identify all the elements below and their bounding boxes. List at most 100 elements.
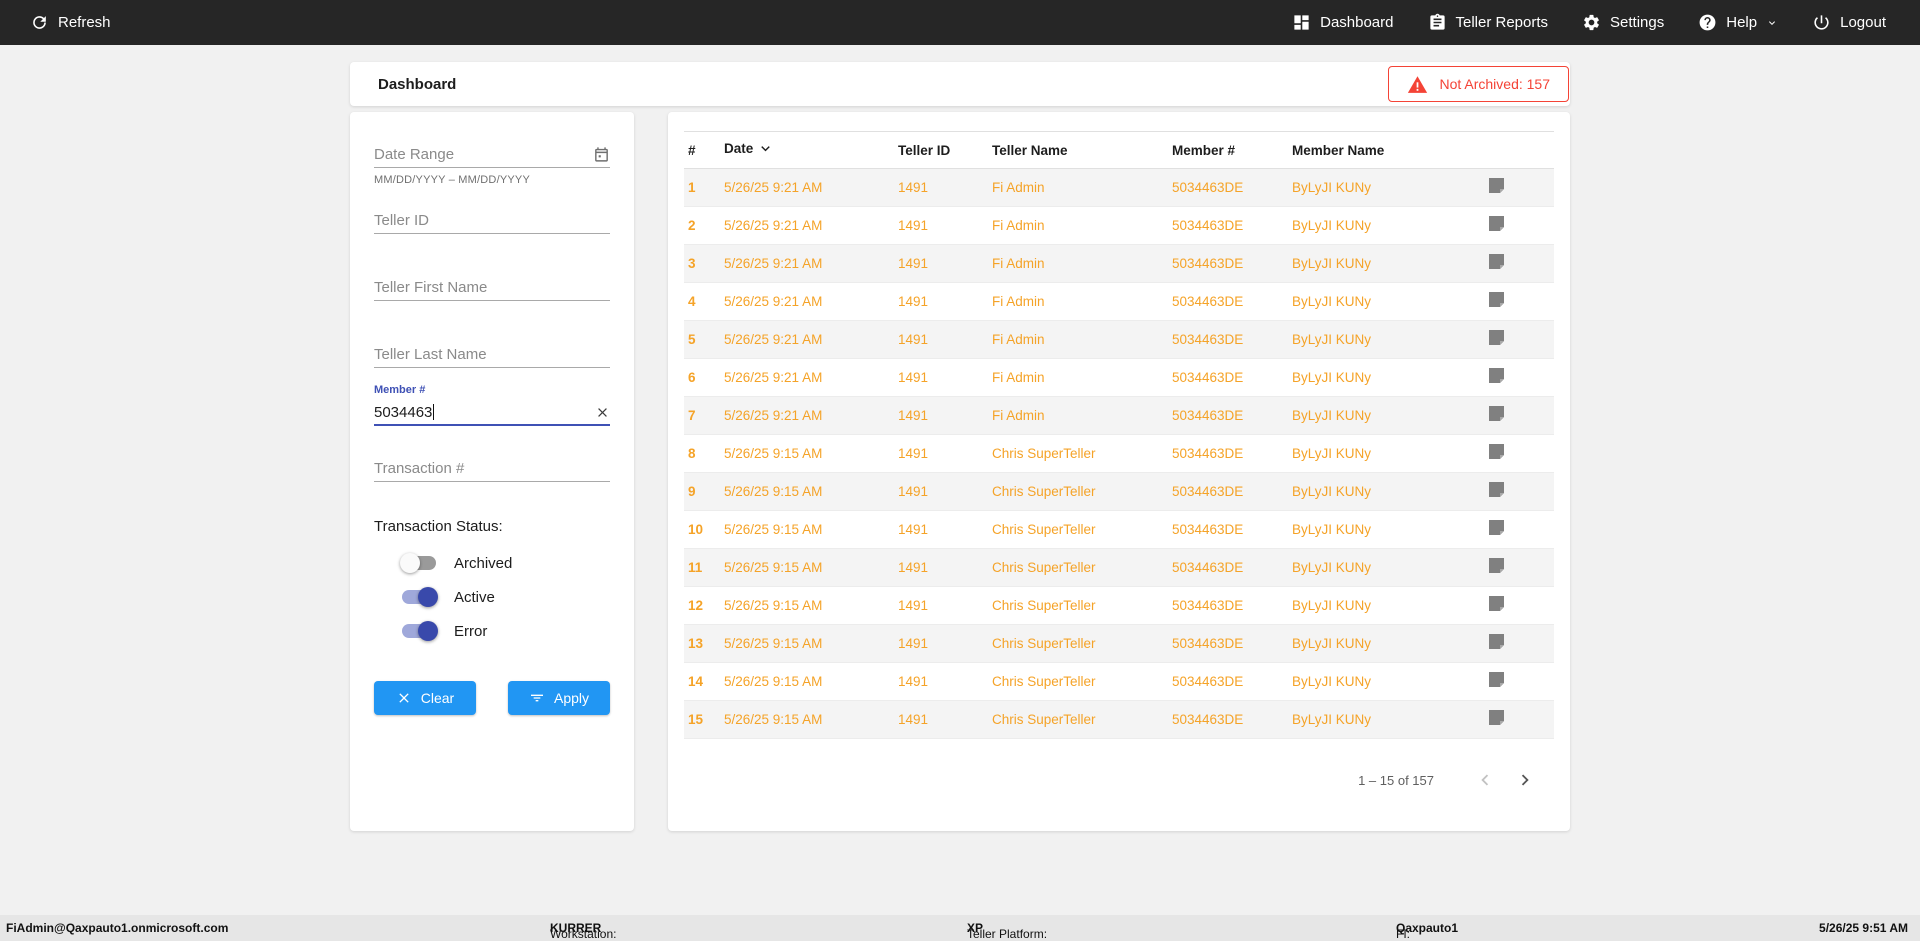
cell-note[interactable] [1484,396,1554,435]
clear-field-icon[interactable] [595,405,610,420]
table-row[interactable]: 14 5/26/25 9:15 AM 1491 Chris SuperTelle… [684,662,1554,701]
cell-note[interactable] [1484,434,1554,473]
cell-date: 5/26/25 9:15 AM [720,434,894,473]
cell-note[interactable] [1484,206,1554,245]
table-row[interactable]: 15 5/26/25 9:15 AM 1491 Chris SuperTelle… [684,700,1554,739]
nav-item-label: Dashboard [1320,14,1394,31]
refresh-button[interactable]: Refresh [30,13,111,32]
table-row[interactable]: 4 5/26/25 9:21 AM 1491 Fi Admin 5034463D… [684,282,1554,321]
note-icon [1489,405,1504,421]
table-row[interactable]: 3 5/26/25 9:21 AM 1491 Fi Admin 5034463D… [684,244,1554,283]
archived-switch[interactable] [400,553,436,573]
cell-date: 5/26/25 9:15 AM [720,510,894,549]
table-row[interactable]: 5 5/26/25 9:21 AM 1491 Fi Admin 5034463D… [684,320,1554,359]
cell-member-name: ByLyJI KUNy [1288,358,1484,397]
cell-num: 14 [684,662,720,701]
cell-teller-id: 1491 [894,320,988,359]
cell-date: 5/26/25 9:21 AM [720,206,894,245]
toggle-error[interactable]: Error [402,621,610,641]
col-header-member-name[interactable]: Member Name [1288,131,1484,169]
col-header-teller-id[interactable]: Teller ID [894,131,988,169]
nav-item-teller-reports[interactable]: Teller Reports [1428,13,1548,32]
table-row[interactable]: 6 5/26/25 9:21 AM 1491 Fi Admin 5034463D… [684,358,1554,397]
table-row[interactable]: 9 5/26/25 9:15 AM 1491 Chris SuperTeller… [684,472,1554,511]
cell-note[interactable] [1484,700,1554,739]
active-switch[interactable] [402,587,438,607]
cell-note[interactable] [1484,510,1554,549]
table-row[interactable]: 11 5/26/25 9:15 AM 1491 Chris SuperTelle… [684,548,1554,587]
clear-x-icon [396,690,412,706]
cell-note[interactable] [1484,168,1554,207]
cell-teller-id: 1491 [894,510,988,549]
toggle-active[interactable]: Active [402,587,610,607]
cell-note[interactable] [1484,282,1554,321]
cell-note[interactable] [1484,586,1554,625]
date-range-field[interactable]: Date Range MM/DD/YYYY – MM/DD/YYYY [374,142,610,186]
nav-item-logout[interactable]: Logout [1812,13,1886,32]
nav-item-settings[interactable]: Settings [1582,13,1664,32]
cell-note[interactable] [1484,244,1554,283]
transaction-number-field[interactable]: Transaction # [374,456,610,482]
toggle-label: Archived [454,554,513,572]
cell-member-name: ByLyJI KUNy [1288,282,1484,321]
cell-member-name: ByLyJI KUNy [1288,472,1484,511]
col-header-member-number[interactable]: Member # [1168,131,1288,169]
col-header-teller-name[interactable]: Teller Name [988,131,1168,169]
note-icon [1489,443,1504,459]
cell-member-number: 5034463DE [1168,510,1288,549]
error-switch[interactable] [402,621,438,641]
cell-member-name: ByLyJI KUNy [1288,244,1484,283]
cell-teller-name: Chris SuperTeller [988,472,1168,511]
cell-note[interactable] [1484,662,1554,701]
calendar-icon[interactable] [593,146,610,163]
not-archived-label: Not Archived: 157 [1439,76,1550,92]
cell-note[interactable] [1484,624,1554,663]
cell-teller-id: 1491 [894,472,988,511]
nav-item-dashboard[interactable]: Dashboard [1292,13,1394,32]
transaction-status-label: Transaction Status: [374,518,503,535]
table-row[interactable]: 13 5/26/25 9:15 AM 1491 Chris SuperTelle… [684,624,1554,663]
cell-teller-name: Fi Admin [988,168,1168,207]
table-row[interactable]: 10 5/26/25 9:15 AM 1491 Chris SuperTelle… [684,510,1554,549]
teller-id-field[interactable]: Teller ID [374,208,610,234]
teller-last-name-field[interactable]: Teller Last Name [374,342,610,368]
cell-member-number: 5034463DE [1168,624,1288,663]
table-row[interactable]: 1 5/26/25 9:21 AM 1491 Fi Admin 5034463D… [684,168,1554,207]
cell-num: 2 [684,206,720,245]
cell-num: 5 [684,320,720,359]
toggle-archived[interactable]: Archived [400,553,610,573]
table-row[interactable]: 7 5/26/25 9:21 AM 1491 Fi Admin 5034463D… [684,396,1554,435]
help-icon [1698,13,1717,32]
nav-item-label: Logout [1840,14,1886,31]
col-header-date[interactable]: Date [720,131,894,169]
col-header-num[interactable]: # [684,131,720,169]
note-icon [1489,215,1504,231]
cell-note[interactable] [1484,548,1554,587]
table-row[interactable]: 12 5/26/25 9:15 AM 1491 Chris SuperTelle… [684,586,1554,625]
previous-page-button[interactable] [1472,767,1498,793]
next-page-button[interactable] [1512,767,1538,793]
fi-status: FI: Qaxpauto1 [1396,921,1459,941]
status-bar: FiAdmin@Qaxpauto1.onmicrosoft.com Workst… [0,915,1920,941]
not-archived-badge[interactable]: Not Archived: 157 [1388,66,1569,102]
member-number-field[interactable]: Member # 5034463 [374,384,610,426]
table-row[interactable]: 8 5/26/25 9:15 AM 1491 Chris SuperTeller… [684,434,1554,473]
cell-member-name: ByLyJI KUNy [1288,434,1484,473]
cell-note[interactable] [1484,320,1554,359]
apply-button[interactable]: Apply [508,681,610,715]
cell-num: 10 [684,510,720,549]
gear-icon [1582,13,1601,32]
teller-first-name-field[interactable]: Teller First Name [374,275,610,301]
clear-button[interactable]: Clear [374,681,476,715]
table-row[interactable]: 2 5/26/25 9:21 AM 1491 Fi Admin 5034463D… [684,206,1554,245]
cell-num: 4 [684,282,720,321]
cell-member-number: 5034463DE [1168,586,1288,625]
cell-note[interactable] [1484,472,1554,511]
nav-item-help[interactable]: Help [1698,13,1778,32]
cell-teller-id: 1491 [894,206,988,245]
cell-note[interactable] [1484,358,1554,397]
cell-date: 5/26/25 9:15 AM [720,472,894,511]
cell-member-number: 5034463DE [1168,472,1288,511]
cell-date: 5/26/25 9:21 AM [720,320,894,359]
top-nav: Refresh Dashboard Teller Reports Setting… [0,0,1920,45]
